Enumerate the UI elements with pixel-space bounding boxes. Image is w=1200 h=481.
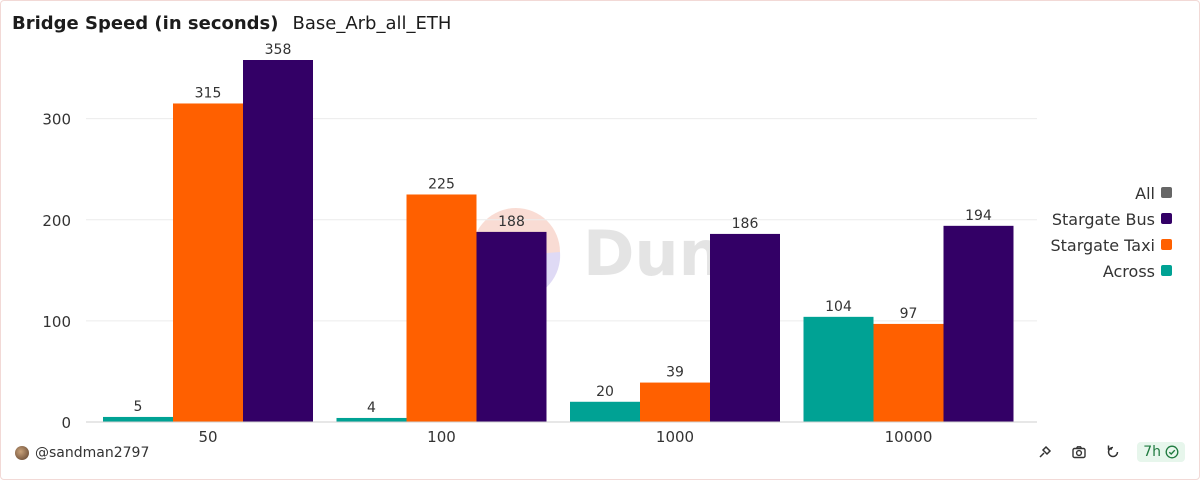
data-label: 5 [134,399,143,415]
data-label: 104 [825,299,852,315]
data-label: 4 [367,400,376,416]
legend-label: Stargate Taxi [1050,236,1155,255]
y-tick-label: 0 [61,414,71,432]
author-info[interactable]: @sandman2797 [15,445,149,461]
last-run-badge[interactable]: 7h [1137,442,1185,462]
bar-stargate-bus [243,60,313,422]
legend-label: Stargate Bus [1052,210,1155,229]
chart-header: Bridge Speed (in seconds) Base_Arb_all_E… [12,13,451,39]
last-run-age: 7h [1143,444,1161,460]
bar-stargate-taxi [873,323,944,422]
legend-label: All [1135,184,1155,203]
bar-stargate-taxi [406,194,477,422]
chart-actions: 7h [1035,442,1185,462]
data-label: 20 [596,384,614,400]
y-tick-label: 200 [42,212,71,230]
legend-swatch [1161,239,1172,250]
data-label: 225 [428,176,455,192]
bar-stargate-bus [943,225,1014,422]
y-tick-label: 100 [42,313,71,331]
y-tick-label: 300 [42,111,71,129]
x-tick-label: 100 [427,428,456,446]
refresh-icon[interactable] [1103,442,1123,462]
bar-across [103,416,173,422]
bar-across [803,316,874,422]
x-tick-label: 1000 [656,428,694,446]
legend-swatch [1161,187,1172,198]
legend-swatch [1161,213,1172,224]
bar-across [336,417,407,422]
data-label: 97 [900,306,918,322]
avatar-icon [15,446,29,460]
data-label: 194 [965,208,992,224]
x-tick-label: 10000 [885,428,933,446]
chart-title: Bridge Speed (in seconds) [12,13,279,34]
data-label: 358 [265,42,292,58]
bar-stargate-bus [476,231,547,422]
author-name[interactable]: @sandman2797 [35,445,150,461]
bar-across [570,401,640,422]
legend-swatch [1161,265,1172,276]
legend-label: Across [1103,262,1155,281]
data-label: 315 [195,85,222,101]
share-icon[interactable] [1035,442,1055,462]
bar-stargate-taxi [640,382,710,422]
data-label: 188 [498,214,525,230]
data-label: 186 [732,216,759,232]
bar-stargate-taxi [173,103,243,423]
x-tick-label: 50 [198,428,217,446]
bar-stargate-bus [710,233,780,422]
data-label: 39 [666,365,684,381]
camera-icon[interactable] [1069,442,1089,462]
chart-subtitle: Base_Arb_all_ETH [292,13,452,34]
check-circle-icon [1165,445,1179,459]
